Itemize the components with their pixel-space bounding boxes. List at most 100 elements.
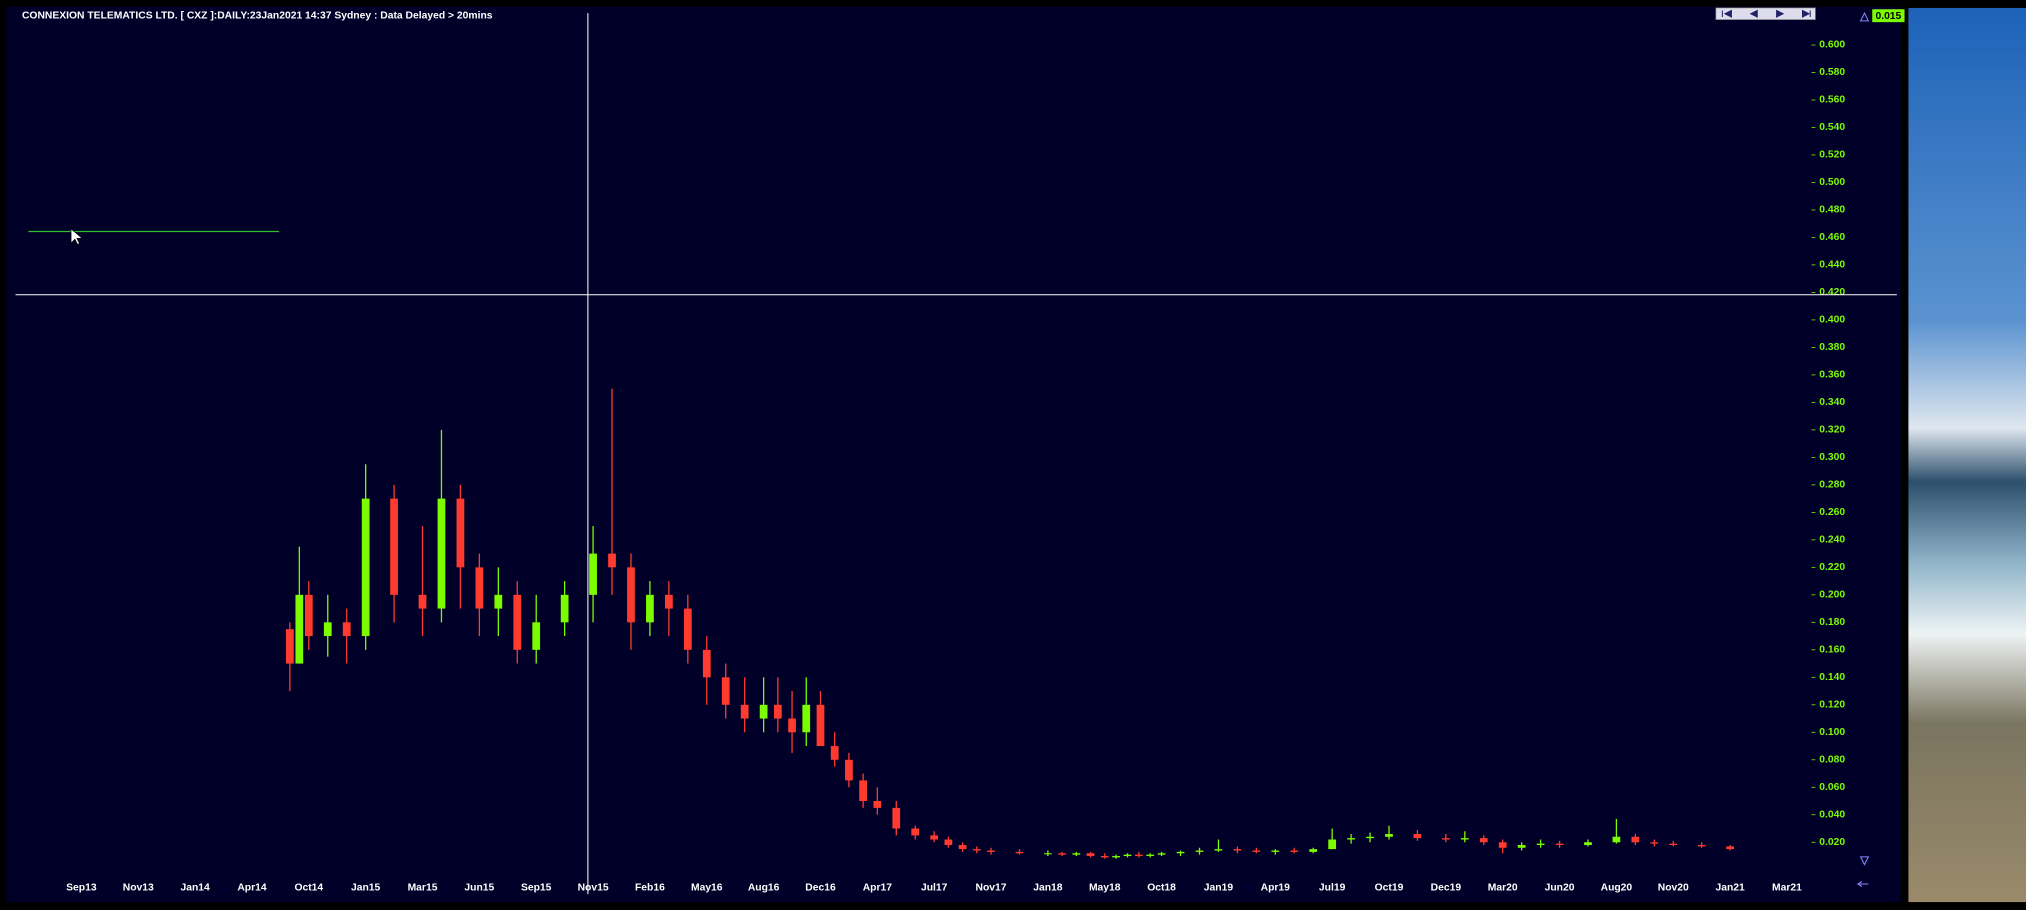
candle-body	[987, 850, 995, 852]
chart-title: CONNEXION TELEMATICS LTD. [ CXZ ]:DAILY:…	[22, 10, 493, 21]
x-tick-label: Feb16	[635, 883, 665, 894]
candle-body	[1584, 842, 1592, 846]
candle-body	[664, 594, 673, 609]
y-tick-label: 0.340	[1819, 397, 1845, 408]
candle-body	[958, 845, 967, 850]
candle-body	[1146, 854, 1155, 857]
candle-body	[323, 622, 332, 637]
x-tick-label: Mar21	[1772, 883, 1802, 894]
y-tick-label: 0.480	[1819, 205, 1845, 216]
nav-buttons[interactable]	[1715, 7, 1816, 20]
candle-body	[873, 801, 882, 808]
candle-body	[1072, 853, 1081, 855]
y-tick-label: 0.140	[1819, 672, 1845, 683]
candle-body	[1309, 849, 1318, 852]
x-tick-label: Jul17	[921, 883, 948, 894]
candle-body	[1498, 842, 1507, 848]
x-tick-label: Dec19	[1431, 883, 1462, 894]
candle-body	[1044, 853, 1052, 855]
nav-icons[interactable]	[1721, 9, 1811, 18]
candle-body	[1441, 838, 1450, 840]
x-tick-label: Oct18	[1147, 883, 1176, 894]
x-tick-label: Aug20	[1601, 883, 1633, 894]
x-tick-label: Oct19	[1375, 883, 1404, 894]
up-arrow	[1859, 11, 1870, 22]
candle-body	[1271, 850, 1280, 852]
candle-body	[1555, 843, 1564, 846]
x-tick-label: Aug16	[748, 883, 780, 894]
side-photo	[1908, 7, 2026, 903]
candle-body	[759, 704, 768, 719]
candle-body	[475, 567, 484, 609]
candle-body	[646, 594, 654, 623]
x-tick-label: Jan19	[1204, 883, 1234, 894]
candle-body	[532, 622, 541, 650]
candle-body	[740, 704, 749, 719]
candle-body	[1233, 849, 1242, 851]
candle-body	[342, 622, 351, 637]
y-tick-label: 0.540	[1819, 122, 1845, 133]
candle-body	[721, 677, 730, 705]
y-tick-label: 0.020	[1819, 837, 1845, 848]
y-tick-label: 0.040	[1819, 810, 1845, 821]
y-tick-label: 0.160	[1819, 645, 1845, 656]
candle-body	[589, 553, 597, 595]
candle-body	[1290, 850, 1299, 852]
candle-body	[1612, 836, 1621, 843]
candle-body	[627, 567, 635, 623]
candle-body	[1112, 856, 1120, 858]
y-tick-label: 0.600	[1819, 40, 1845, 51]
x-tick-label: Apr14	[237, 883, 267, 894]
y-tick-label: 0.060	[1819, 782, 1845, 793]
candle-body	[390, 498, 398, 595]
y-tick-label: 0.560	[1819, 95, 1845, 106]
candle-body	[1517, 845, 1526, 848]
candle-body	[773, 704, 782, 719]
candle-body	[560, 594, 569, 623]
y-tick-label: 0.240	[1819, 535, 1845, 546]
candle-body	[304, 594, 313, 637]
candle-body	[892, 807, 901, 829]
nav-bar[interactable]	[1715, 7, 1816, 20]
x-tick-label: Nov20	[1658, 883, 1689, 894]
candle-body	[1536, 843, 1545, 846]
candle-body	[1157, 853, 1166, 855]
mouse-cursor	[70, 228, 83, 245]
x-tick-label: Nov13	[123, 883, 154, 894]
y-tick-label: 0.520	[1819, 150, 1845, 161]
x-tick-label: Nov17	[976, 883, 1007, 894]
x-tick-label: Jan21	[1715, 883, 1745, 894]
candle-body	[1134, 854, 1143, 857]
candle-body	[1123, 854, 1132, 857]
x-tick-label: Jun20	[1545, 883, 1575, 894]
y-tick-label: 0.220	[1819, 562, 1845, 573]
candle-body	[944, 839, 953, 846]
y-tick-label: 0.320	[1819, 425, 1845, 436]
candle-body	[802, 704, 811, 733]
candle-body	[285, 629, 294, 664]
last-price: 0.015	[1875, 11, 1901, 22]
x-tick-label: Apr17	[863, 883, 893, 894]
y-tick-label: 0.180	[1819, 617, 1845, 628]
candle-body	[1650, 842, 1659, 844]
candle-body	[859, 780, 867, 802]
candle-body	[788, 718, 796, 733]
x-tick-label: Dec16	[805, 883, 836, 894]
y-tick-label: 0.440	[1819, 260, 1845, 271]
y-tick-label: 0.200	[1819, 590, 1845, 601]
candle-body	[361, 498, 370, 637]
y-tick-label: 0.080	[1819, 755, 1845, 766]
candle-body	[1366, 836, 1374, 839]
y-tick-label: 0.260	[1819, 507, 1845, 518]
candle-body	[830, 746, 839, 760]
candle-body	[683, 608, 692, 650]
y-tick-label: 0.460	[1819, 232, 1845, 243]
x-tick-label: Jan15	[351, 883, 381, 894]
candle-body	[1479, 838, 1488, 843]
candle-body	[1058, 853, 1066, 855]
candle-body	[1252, 850, 1261, 852]
candle-body	[1347, 838, 1355, 840]
x-tick-label: May16	[691, 883, 723, 894]
